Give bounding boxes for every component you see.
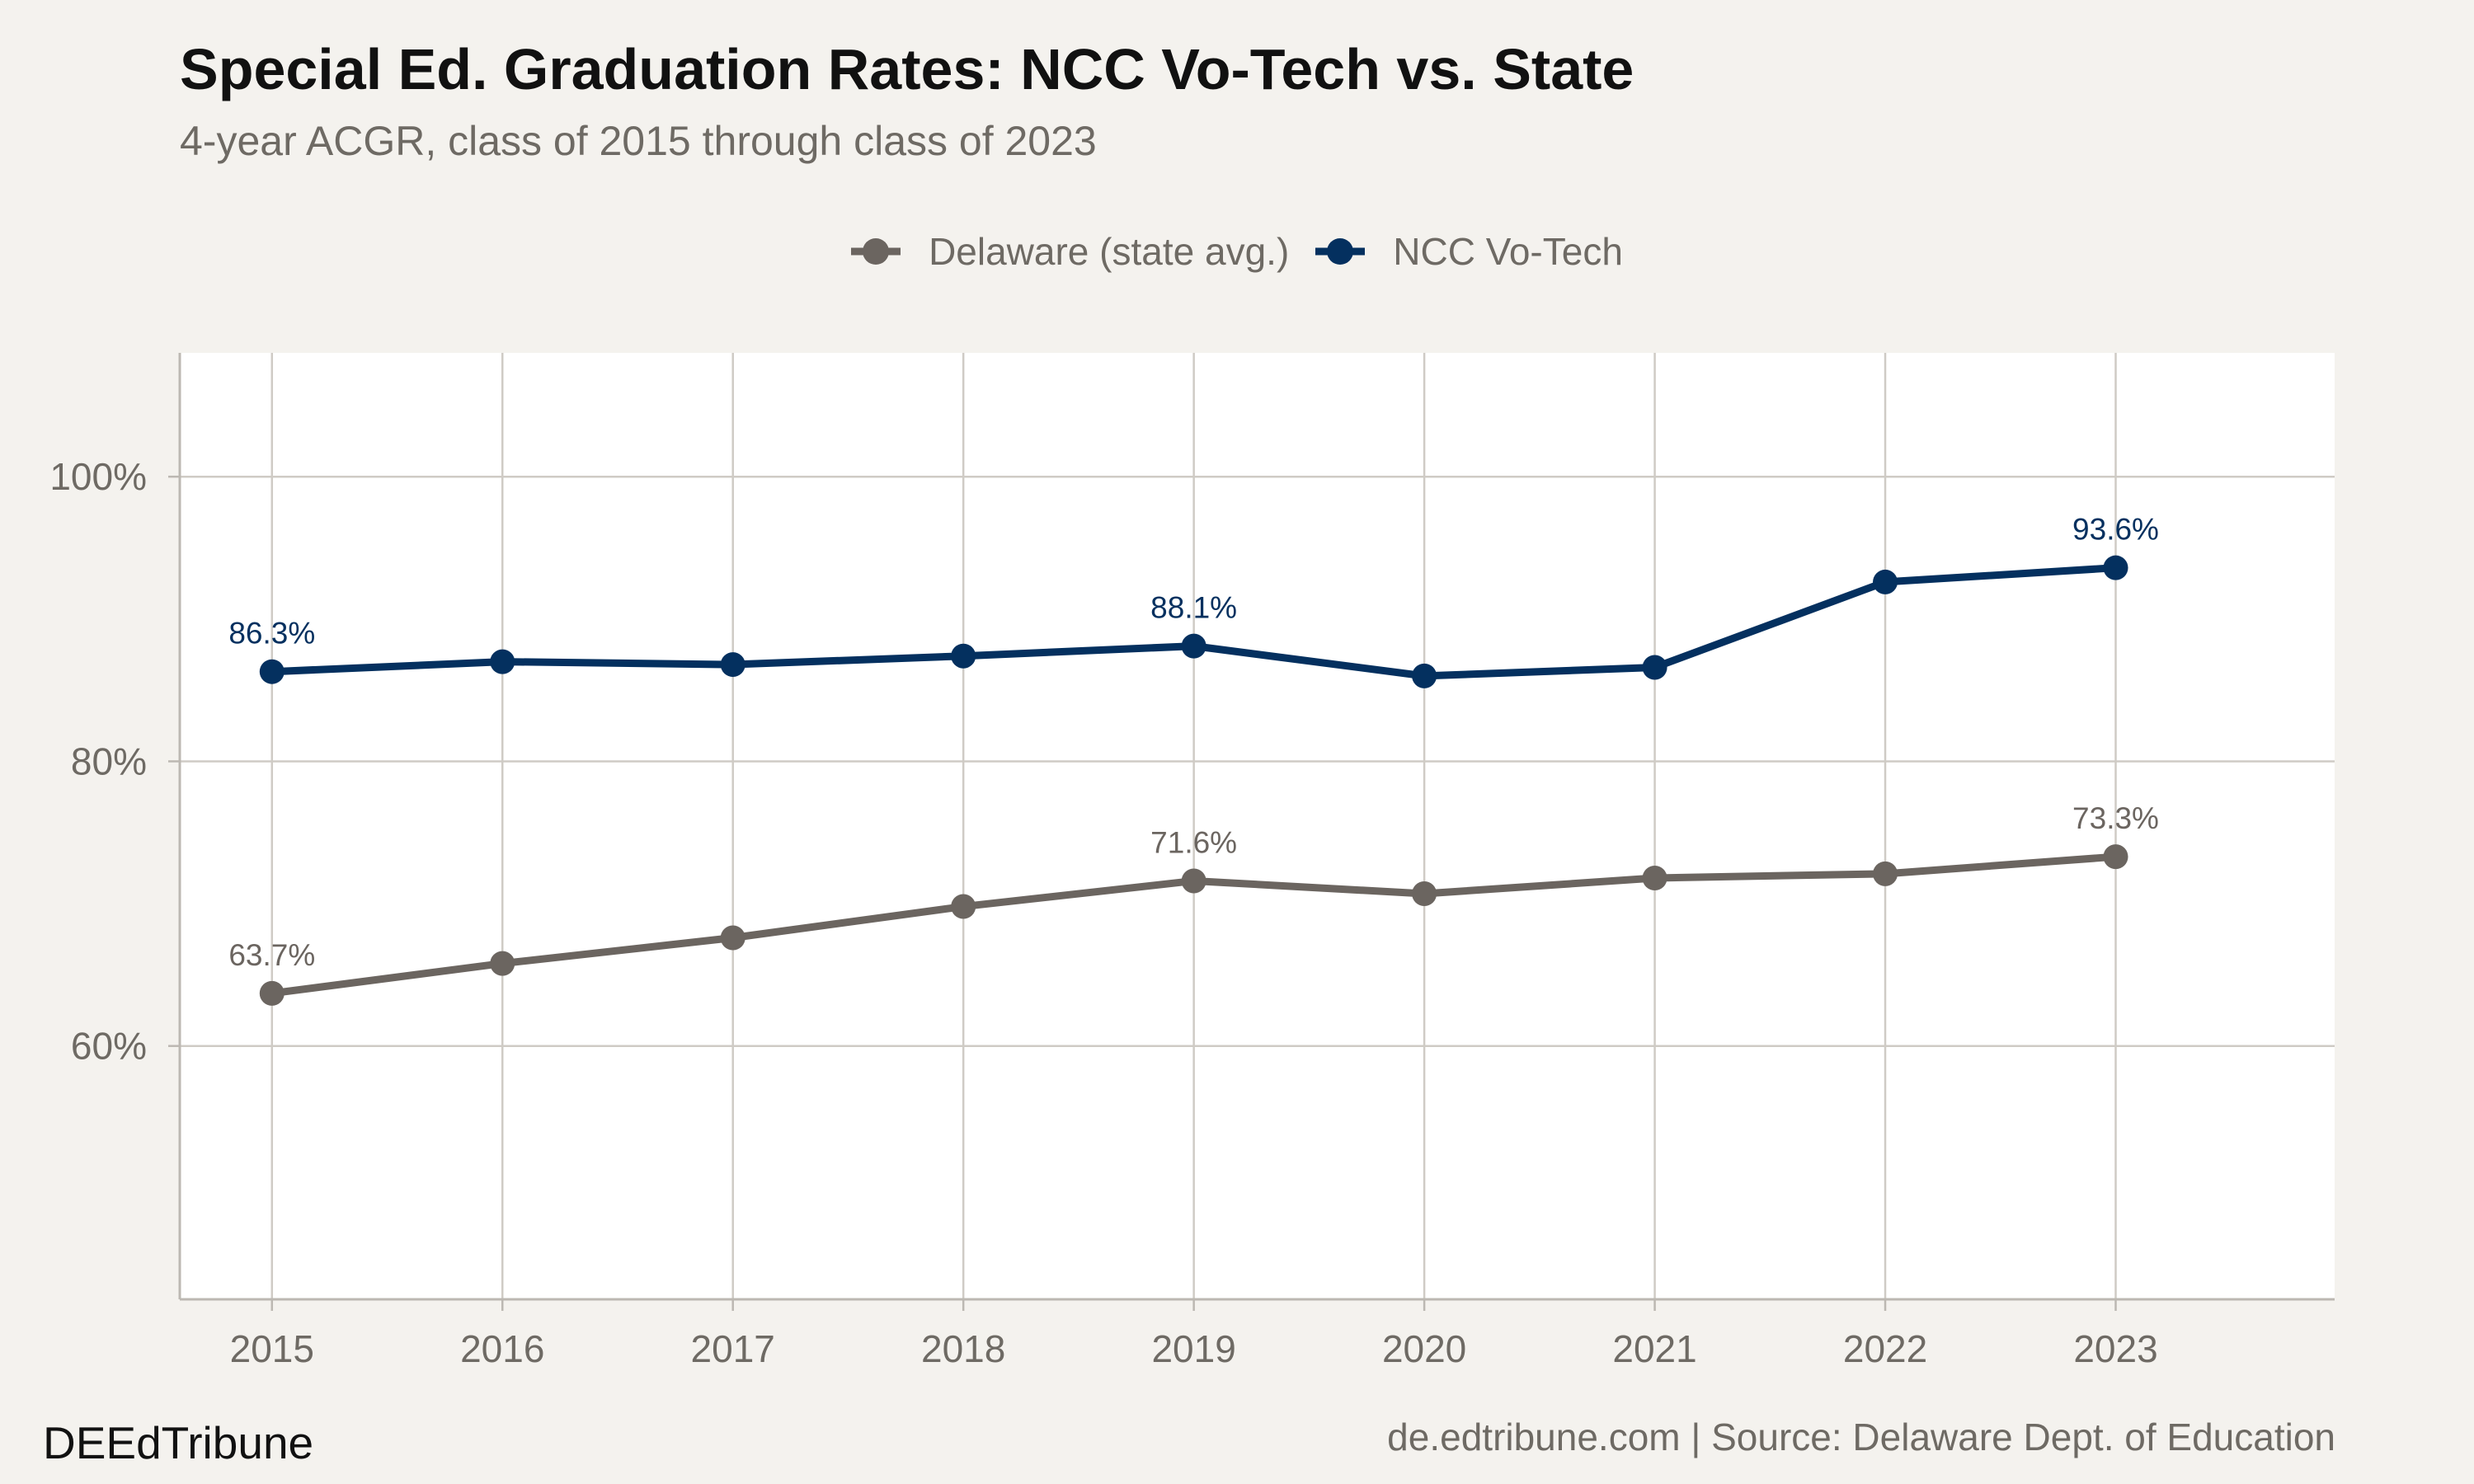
data-point-ncc-votech-2019 [1181,633,1206,659]
legend-item-delaware: Delaware (state avg.) [851,229,1289,274]
x-tick-label-2015: 2015 [230,1327,314,1370]
data-point-ncc-votech-2020 [1412,663,1437,688]
brand-logo-text: DEEdTribune [43,1417,314,1468]
x-tick-label-2019: 2019 [1151,1327,1235,1370]
chart-subtitle: 4-year ACGR, class of 2015 through class… [180,118,1097,164]
data-label-delaware-2015: 63.7% [228,938,315,972]
series-lines [259,555,2128,1006]
axes: 2015 2016 2017 2018 2019 2020 2021 2022 2023 60% 8… [49,353,2335,1370]
x-tick-label-2022: 2022 [1843,1327,1927,1370]
chart-title: Special Ed. Graduation Rates: NCC Vo-Tec… [180,37,1634,101]
legend-label-delaware: Delaware (state avg.) [929,230,1290,273]
x-tick-label-2023: 2023 [2073,1327,2157,1370]
legend-key-ncc-votech [1315,238,1366,265]
x-tick-label-2017: 2017 [691,1327,775,1370]
data-label-delaware-2023: 73.3% [2072,801,2159,835]
data-point-ncc-votech-2017 [720,652,745,678]
data-label-ncc-votech-2019: 88.1% [1150,591,1237,625]
x-tick-label-2020: 2020 [1382,1327,1466,1370]
x-tick-label-2018: 2018 [921,1327,1005,1370]
data-label-ncc-votech-2015: 86.3% [228,617,315,650]
data-label-ncc-votech-2023: 93.6% [2072,513,2159,547]
legend-key-delaware [851,238,901,265]
data-label-delaware-2019: 71.6% [1150,825,1237,859]
legend-label-ncc-votech: NCC Vo-Tech [1393,230,1623,273]
data-point-delaware-2021 [1642,866,1667,891]
data-point-delaware-2022 [1873,861,1898,886]
data-point-delaware-2018 [951,894,976,919]
y-tick-label-60: 60% [71,1025,147,1068]
data-point-ncc-votech-2015 [259,659,285,684]
x-tick-label-2021: 2021 [1612,1327,1696,1370]
data-point-ncc-votech-2018 [951,643,976,669]
data-point-delaware-2017 [720,925,745,951]
plot-panel [180,353,2335,1299]
data-labels: 63.7% 71.6% 73.3% 86.3% 88.1% 93.6% [228,513,2159,972]
data-point-ncc-votech-2021 [1642,655,1667,680]
legend-item-ncc-votech: NCC Vo-Tech [1315,229,1623,274]
data-point-ncc-votech-2016 [490,649,515,674]
chart-legend: Delaware (state avg.) NCC Vo-Tech [0,229,2474,274]
source-credit: de.edtribune.com | Source: Delaware Dept… [1387,1416,2335,1458]
data-point-delaware-2020 [1412,881,1437,906]
data-point-delaware-2015 [259,980,285,1006]
data-point-delaware-2023 [2103,844,2128,870]
x-tick-label-2016: 2016 [460,1327,544,1370]
y-tick-label-100: 100% [49,455,147,498]
data-point-delaware-2016 [490,951,515,976]
data-point-ncc-votech-2023 [2103,555,2128,580]
data-point-delaware-2019 [1181,868,1206,894]
data-point-ncc-votech-2022 [1873,569,1898,594]
grid-lines [180,353,2335,1299]
y-tick-label-80: 80% [71,740,147,782]
